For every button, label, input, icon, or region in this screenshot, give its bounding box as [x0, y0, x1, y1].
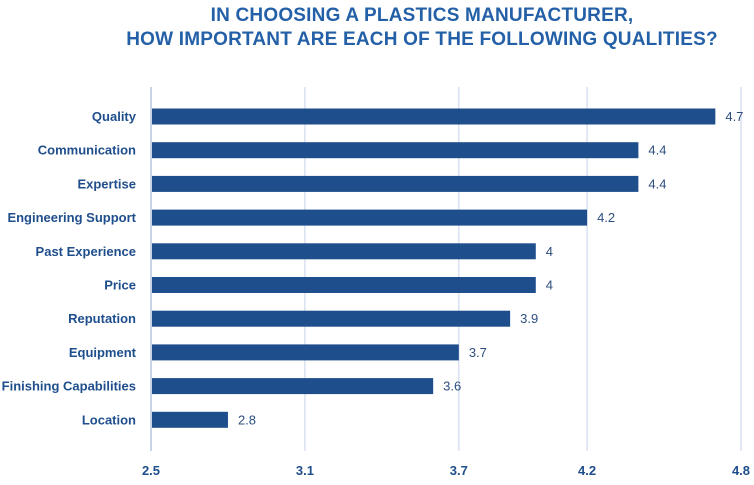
- bar: [152, 175, 639, 192]
- data-label: 3.6: [443, 379, 461, 394]
- bar: [152, 310, 511, 327]
- x-tick-label: 3.7: [450, 463, 468, 478]
- bar: [152, 411, 228, 428]
- category-label: Communication: [38, 143, 136, 158]
- category-label: Quality: [92, 109, 137, 124]
- x-tick-labels: 2.5 3.1 3.7 4.2 4.8: [142, 463, 750, 478]
- category-label: Equipment: [69, 345, 137, 360]
- category-labels: Quality Communication Expertise Engineering…: [2, 109, 137, 427]
- bar: [152, 378, 434, 395]
- data-label: 4.7: [725, 109, 743, 124]
- bar: [152, 243, 536, 260]
- data-labels: 4.7 4.4 4.4 4.2 4 4 3.9 3.7 3.6 2.8: [238, 109, 743, 427]
- category-label: Reputation: [68, 311, 136, 326]
- bar: [152, 142, 639, 159]
- x-tick-label: 4.2: [578, 463, 596, 478]
- category-label: Finishing Capabilities: [2, 379, 136, 394]
- bar: [152, 209, 588, 226]
- bar: [152, 344, 459, 361]
- category-label: Past Experience: [36, 244, 136, 259]
- x-tick-label: 3.1: [296, 463, 314, 478]
- data-label: 2.8: [238, 412, 256, 427]
- x-tick-label: 2.5: [142, 463, 160, 478]
- category-label: Price: [104, 278, 136, 293]
- data-label: 3.9: [520, 311, 538, 326]
- data-label: 4.4: [648, 176, 666, 191]
- category-label: Expertise: [77, 176, 136, 191]
- chart-title: IN CHOOSING A PLASTICS MANUFACTURER, HOW…: [90, 4, 754, 52]
- x-tick-label: 4.8: [732, 463, 750, 478]
- gridlines: [304, 87, 742, 451]
- bars: [152, 108, 716, 428]
- data-label: 4.2: [597, 210, 615, 225]
- data-label: 3.7: [469, 345, 487, 360]
- chart-title-line-1: IN CHOOSING A PLASTICS MANUFACTURER,: [210, 5, 634, 26]
- category-label: Engineering Support: [7, 210, 136, 225]
- bar: [152, 277, 536, 293]
- chart-title-line-2: HOW IMPORTANT ARE EACH OF THE FOLLOWING …: [126, 29, 718, 50]
- category-label: Location: [82, 412, 136, 427]
- data-label: 4: [546, 244, 553, 259]
- bar: [152, 108, 716, 125]
- data-label: 4: [546, 278, 553, 293]
- data-label: 4.4: [648, 143, 666, 158]
